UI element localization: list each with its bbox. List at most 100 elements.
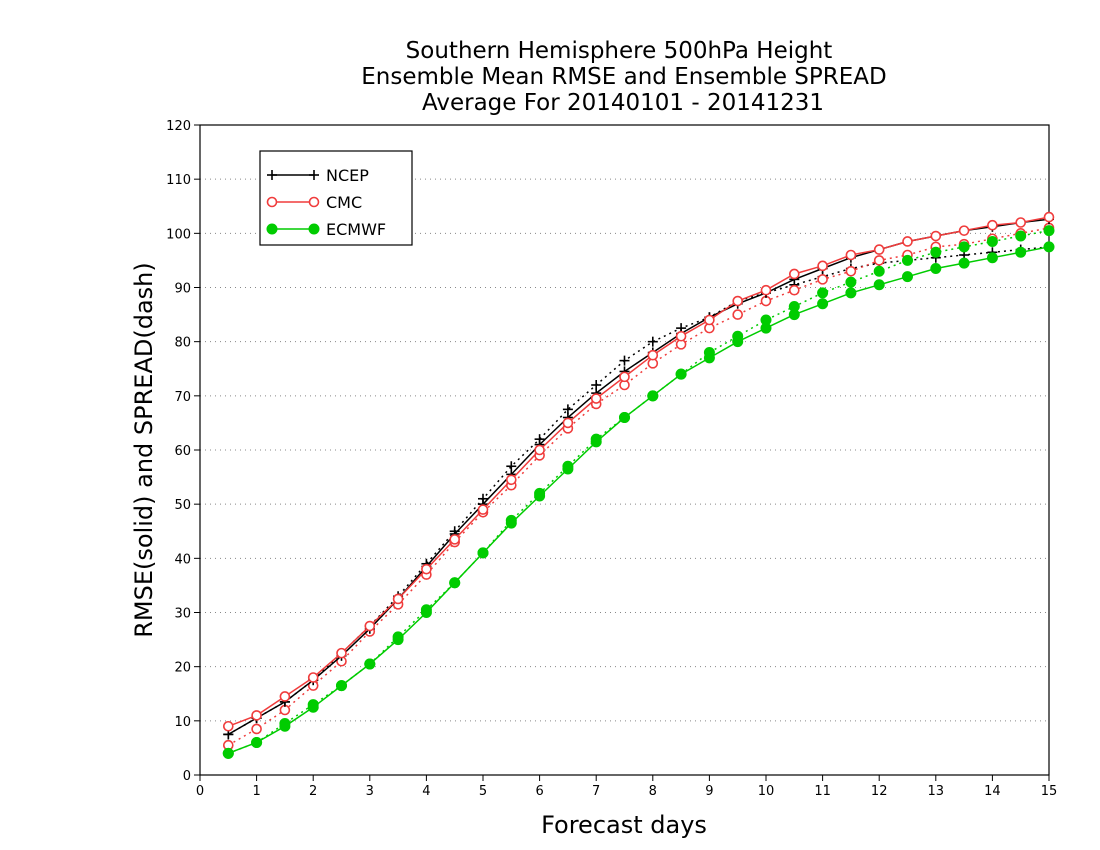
series-cmc-rmse: [223, 211, 1055, 732]
data-point-ecmwf-rmse: [902, 271, 913, 283]
legend-label-cmc: CMC: [326, 193, 362, 212]
data-point-ncep-spread: [647, 336, 658, 347]
y-tick-label: 70: [174, 390, 191, 405]
data-point-cmc-rmse: [534, 444, 545, 456]
data-point-ecmwf-rmse: [675, 368, 687, 380]
x-tick-label: 9: [705, 784, 713, 799]
data-point-cmc-rmse: [902, 236, 913, 247]
y-tick-label: 10: [174, 715, 191, 730]
data-point-ecmwf-rmse: [703, 352, 715, 364]
data-point-ecmwf-rmse: [307, 701, 319, 713]
chart-title-line-1: Southern Hemisphere 500hPa Height: [406, 38, 833, 64]
grid-lines: [200, 178, 1049, 722]
chart-title-line-3: Average For 20140101 - 20141231: [422, 90, 824, 116]
data-point-ecmwf-rmse: [788, 309, 800, 321]
data-point-cmc-rmse: [477, 504, 489, 515]
y-tick-label: 50: [174, 498, 191, 513]
data-point-cmc-rmse: [392, 593, 404, 605]
x-tick-label: 7: [592, 784, 600, 799]
data-point-ecmwf-spread: [930, 246, 942, 258]
legend-marker-ecmwf: [266, 223, 278, 235]
series-ecmwf-spread: [222, 225, 1055, 759]
data-point-ecmwf-rmse: [364, 658, 376, 670]
x-tick-label: 12: [871, 784, 888, 799]
data-point-cmc-spread: [817, 274, 828, 285]
data-point-cmc-spread: [788, 284, 800, 296]
data-point-ecmwf-rmse: [392, 634, 404, 646]
data-point-ecmwf-spread: [1015, 230, 1027, 242]
data-point-ecmwf-rmse: [336, 680, 347, 692]
data-point-cmc-spread: [873, 255, 885, 266]
x-tick-label: 0: [196, 784, 204, 799]
data-point-cmc-spread: [251, 723, 262, 735]
data-point-ecmwf-rmse: [590, 436, 602, 448]
series-line-ncep-spread: [227, 246, 1050, 736]
y-tick-label: 20: [174, 661, 191, 676]
x-tick-label: 8: [649, 784, 657, 799]
series-ncep-spread: [223, 241, 1054, 740]
x-axis-label: Forecast days: [541, 811, 707, 839]
series-ncep-rmse: [223, 214, 1054, 740]
legend-marker-cmc: [308, 196, 320, 208]
data-point-ecmwf-rmse: [732, 336, 744, 348]
data-point-ecmwf-rmse: [817, 298, 829, 310]
series-line-ncep-rmse: [227, 218, 1050, 736]
data-point-cmc-rmse: [251, 710, 262, 721]
legend-item-ncep: NCEP: [267, 166, 369, 185]
data-point-ecmwf-rmse: [449, 577, 461, 589]
data-point-cmc-rmse: [817, 260, 828, 272]
series-ecmwf-rmse: [222, 241, 1055, 759]
x-tick-label: 15: [1041, 784, 1058, 799]
data-point-ecmwf-rmse: [1015, 246, 1027, 258]
data-point-cmc-rmse: [704, 314, 715, 326]
data-point-ecmwf-rmse: [760, 322, 772, 334]
data-point-cmc-rmse: [675, 330, 687, 342]
x-tick-label: 13: [928, 784, 945, 799]
y-tick-label: 0: [183, 769, 191, 784]
legend-marker-ncep: [309, 170, 319, 180]
data-point-cmc-rmse: [987, 219, 998, 231]
legend-marker-ecmwf: [308, 223, 320, 235]
data-point-ecmwf-spread: [902, 254, 913, 266]
data-point-ecmwf-spread: [817, 287, 829, 299]
legend-entries: NCEP CMC ECMWF: [266, 166, 386, 239]
data-point-cmc-rmse: [873, 244, 885, 255]
data-point-ecmwf-spread: [986, 235, 998, 247]
data-point-ecmwf-rmse: [534, 490, 546, 502]
data-point-cmc-rmse: [958, 225, 970, 236]
data-series: [222, 211, 1055, 759]
legend-marker-cmc: [266, 196, 278, 208]
y-tick-label: 90: [174, 282, 191, 297]
data-point-ecmwf-rmse: [562, 463, 574, 475]
data-point-ecmwf-rmse: [251, 737, 263, 748]
x-tick-label: 6: [535, 784, 543, 799]
data-point-cmc-rmse: [845, 249, 857, 261]
data-point-cmc-rmse: [647, 349, 659, 361]
chart-title-line-2: Ensemble Mean RMSE and Ensemble SPREAD: [361, 64, 886, 90]
y-tick-label: 60: [174, 444, 191, 459]
data-point-cmc-rmse: [930, 230, 942, 242]
y-tick-label: 120: [166, 119, 191, 134]
data-point-cmc-rmse: [307, 672, 319, 683]
data-point-cmc-rmse: [1043, 211, 1055, 223]
data-point-cmc-rmse: [1015, 217, 1027, 228]
data-point-cmc-spread: [845, 265, 857, 277]
data-point-cmc-rmse: [760, 284, 772, 296]
legend-label-ncep: NCEP: [326, 166, 369, 185]
data-point-ecmwf-spread: [873, 265, 885, 277]
data-point-ecmwf-rmse: [873, 279, 885, 291]
data-point-ecmwf-rmse: [845, 287, 857, 299]
data-point-cmc-rmse: [279, 691, 291, 702]
data-point-cmc-rmse: [732, 295, 744, 307]
data-point-ecmwf-spread: [845, 276, 857, 288]
x-tick-label: 10: [758, 784, 775, 799]
legend-marker-ncep: [267, 170, 277, 180]
legend-item-ecmwf: ECMWF: [266, 220, 386, 239]
data-point-ecmwf-rmse: [1043, 241, 1055, 253]
x-tick-label: 5: [479, 784, 487, 799]
data-point-cmc-rmse: [619, 371, 630, 383]
x-tick-label: 14: [984, 784, 1001, 799]
data-point-cmc-rmse: [364, 620, 376, 632]
x-tick-label: 4: [422, 784, 430, 799]
